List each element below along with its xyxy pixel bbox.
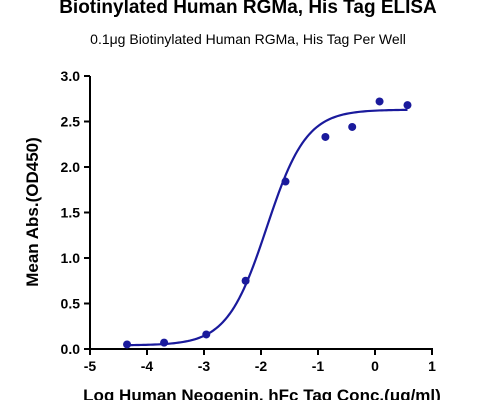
data-point [375,97,384,106]
y-tick-label: 2.0 [61,159,81,175]
y-tick-label: 2.5 [61,114,81,130]
data-point [321,132,330,141]
y-tick-label: 1.0 [61,250,81,266]
data-point [160,338,169,347]
fit-curve-layer [127,108,408,347]
chart-title: Biotinylated Human RGMa, His Tag ELISA [59,0,437,18]
x-tick-label: 0 [371,358,379,374]
data-points-layer [123,97,412,349]
x-tick-label: -1 [312,358,325,374]
x-tick-label: -2 [255,358,268,374]
y-tick-label: 0.5 [61,296,81,312]
y-tick-label: 1.5 [61,205,81,221]
axes: -5 -4 -3 -2 -1 0 1 0.0 0.5 1.0 1.5 2.0 2.5 3.0 [61,68,437,374]
data-point [202,330,211,339]
x-tick-label: -5 [84,358,97,374]
x-axis-label: Log Human Neogenin, hFc Tag Conc.(μg/ml) [83,386,441,400]
y-axis-label: Mean Abs.(OD450) [23,137,42,287]
data-point [403,101,412,110]
y-tick-label: 3.0 [61,68,81,84]
fit-curve [127,108,408,347]
data-point [123,340,132,349]
data-point [281,177,290,186]
y-tick-label: 0.0 [61,341,81,357]
x-tick-label: 1 [428,358,436,374]
data-point [348,122,357,131]
x-tick-label: -4 [141,358,154,374]
data-point [241,276,250,285]
chart-subtitle: 0.1μg Biotinylated Human RGMa, His Tag P… [90,31,406,47]
x-tick-label: -3 [198,358,211,374]
